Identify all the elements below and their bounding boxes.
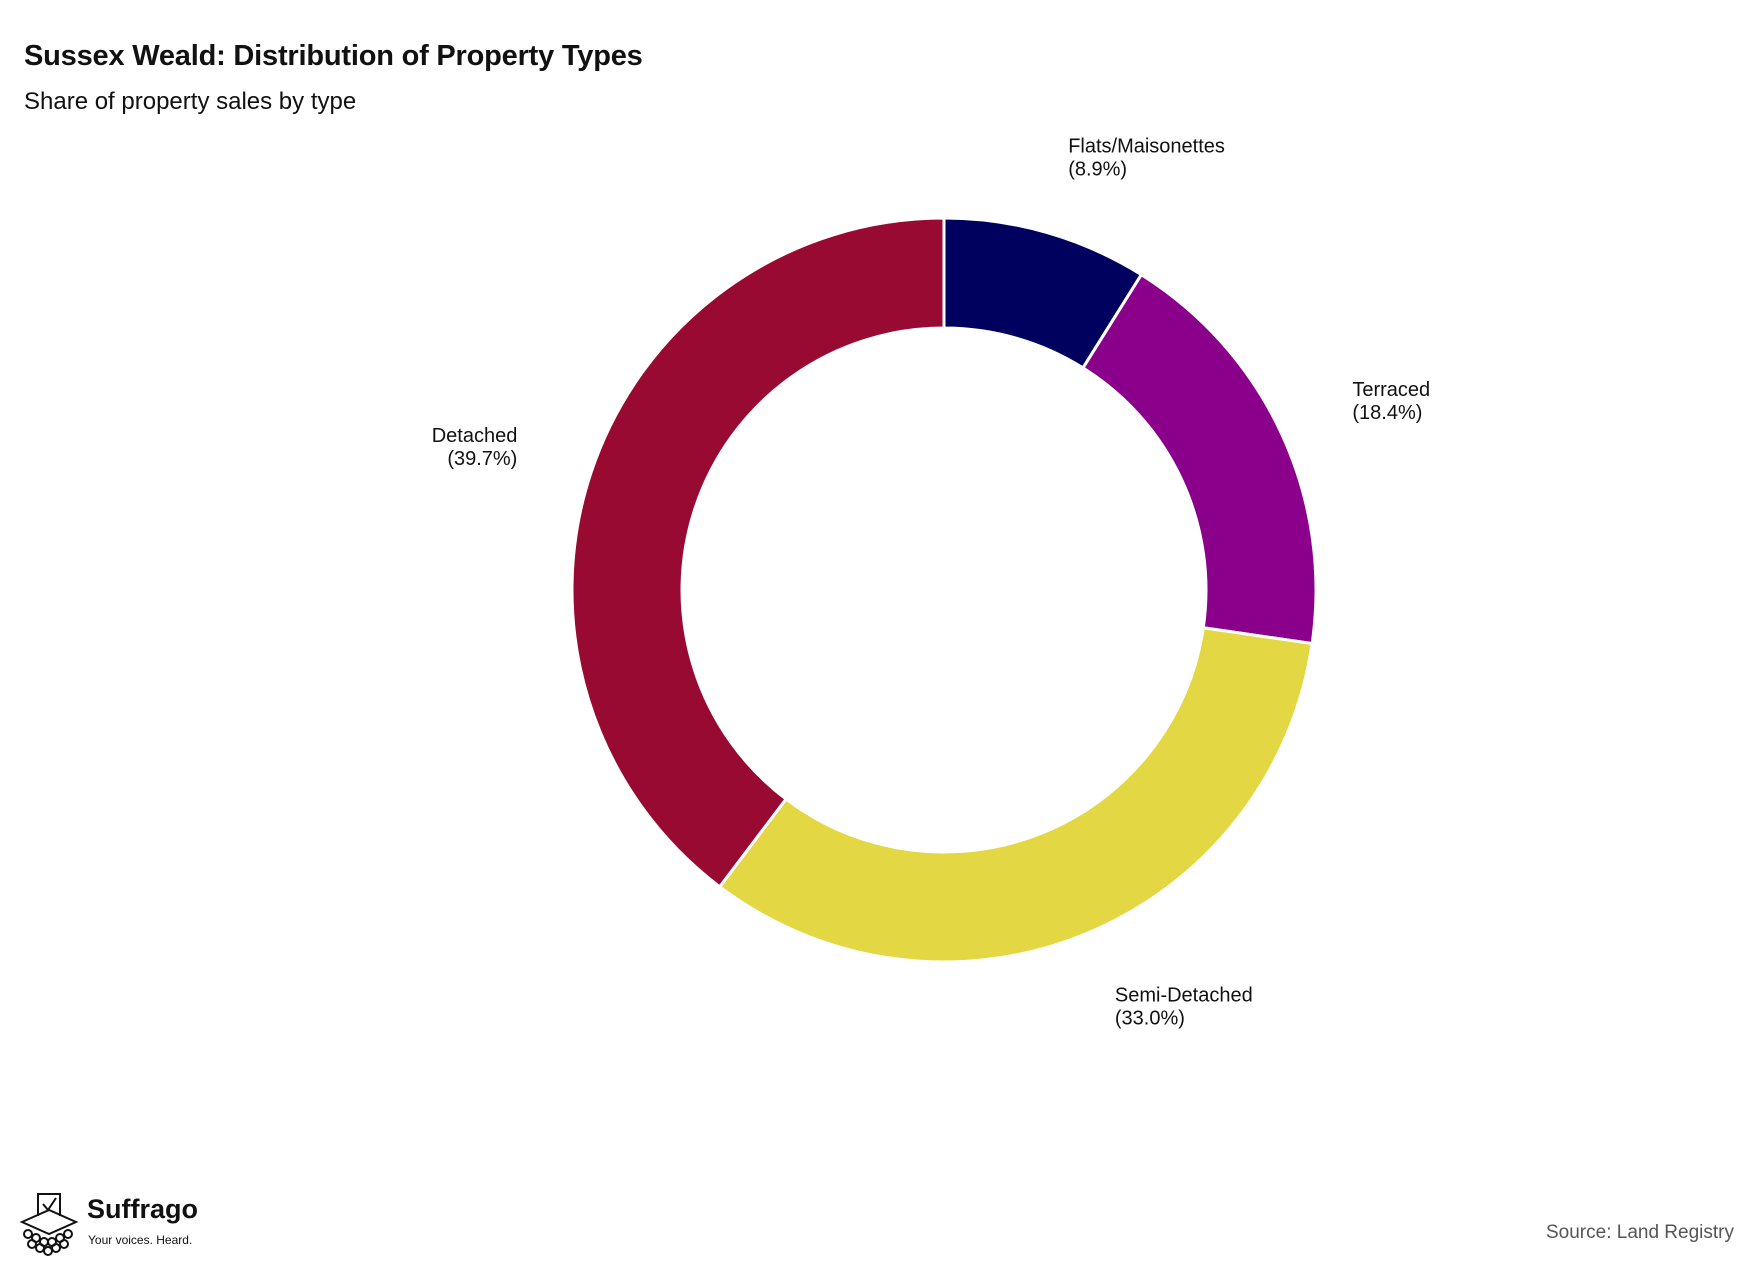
slice-label-terraced: Terraced (18.4%) xyxy=(1352,379,1430,424)
donut-chart: Flats/Maisonettes (8.9%) Terraced (18.4%) Se… xyxy=(432,135,1430,1029)
slice-label-flats-maisonettes: Flats/Maisonettes (8.9%) xyxy=(1068,135,1225,180)
chart-subtitle: Share of property sales by type xyxy=(24,88,357,115)
brand-name: Suffrago xyxy=(87,1194,198,1224)
slice-terraced xyxy=(1080,272,1318,646)
slice-label-detached: Detached (39.7%) xyxy=(432,425,518,470)
slice-semi-detached xyxy=(717,626,1314,964)
chart-title: Sussex Weald: Distribution of Property T… xyxy=(24,40,643,72)
ballot-box-icon xyxy=(19,1193,79,1256)
slice-label-semi-detached: Semi-Detached (33.0%) xyxy=(1115,984,1253,1029)
brand-tagline: Your voices. Heard. xyxy=(88,1233,193,1247)
suffrago-logo: Suffrago Your voices. Heard. xyxy=(14,1190,214,1260)
slice-detached xyxy=(570,216,946,889)
source-note: Source: Land Registry xyxy=(1546,1222,1734,1243)
